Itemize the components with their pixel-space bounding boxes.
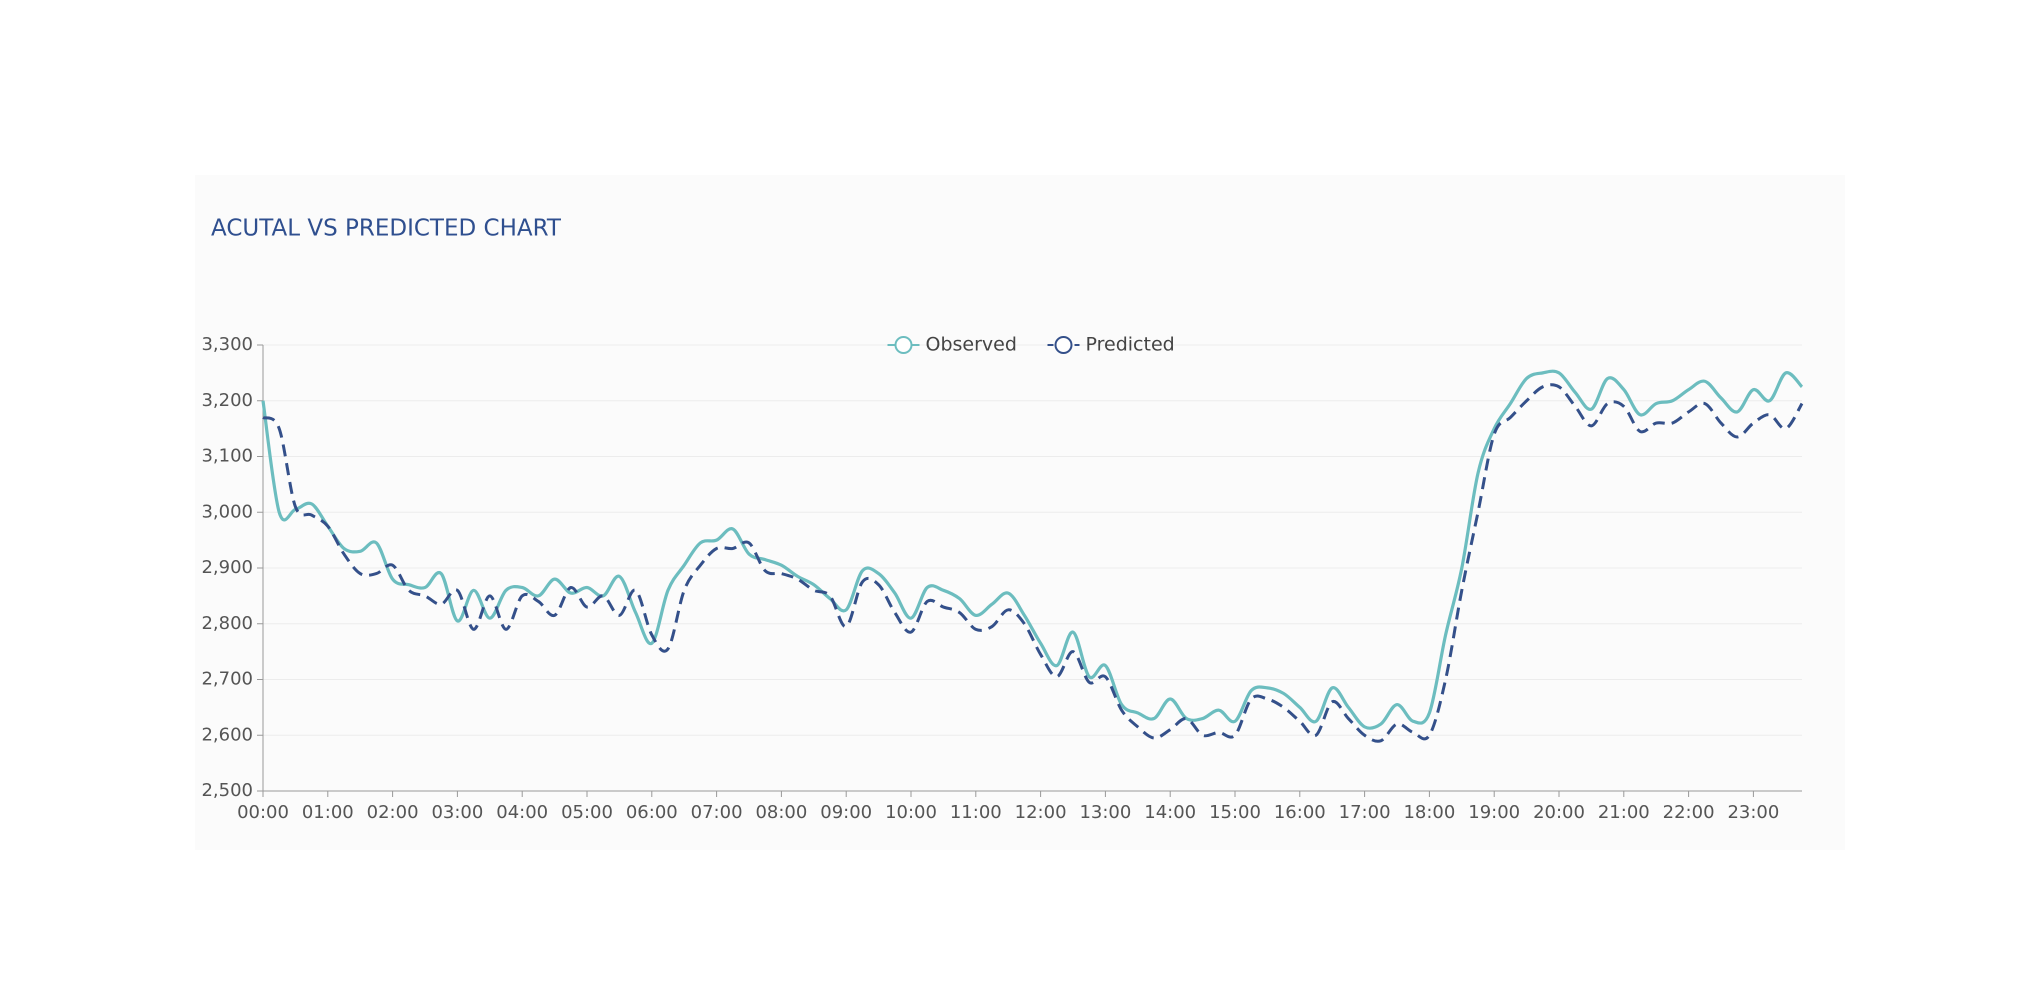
x-tick-label: 13:00 (1079, 802, 1131, 823)
x-tick-label: 09:00 (820, 802, 872, 823)
x-tick-label: 14:00 (1144, 802, 1196, 823)
x-tick-label: 04:00 (496, 802, 548, 823)
x-tick-label: 15:00 (1209, 802, 1261, 823)
legend-marker (894, 336, 913, 354)
legend-marker (1054, 336, 1073, 354)
x-tick-label: 21:00 (1598, 802, 1650, 823)
x-tick-label: 05:00 (561, 802, 613, 823)
x-tick-label: 11:00 (950, 802, 1002, 823)
legend-label: Observed (926, 334, 1017, 356)
legend-item[interactable]: Observed (887, 334, 1017, 356)
y-tick-label: 3,200 (201, 390, 253, 411)
x-tick-label: 23:00 (1727, 802, 1779, 823)
series-line (262, 383, 1804, 743)
x-tick-label: 08:00 (755, 802, 807, 823)
x-tick-label: 17:00 (1339, 802, 1391, 823)
x-tick-label: 18:00 (1403, 802, 1455, 823)
x-tick-label: 10:00 (885, 802, 937, 823)
x-tick-label: 07:00 (691, 802, 743, 823)
y-tick-label: 2,900 (201, 557, 253, 578)
x-tick-label: 20:00 (1533, 802, 1585, 823)
chart-title: ACUTAL VS PREDICTED CHART (211, 216, 562, 242)
x-tick-label: 06:00 (626, 802, 678, 823)
x-tick-label: 22:00 (1663, 802, 1715, 823)
legend-label: Predicted (1086, 334, 1175, 356)
legend-item[interactable]: Predicted (1047, 334, 1175, 356)
x-tick-label: 16:00 (1274, 802, 1326, 823)
x-tick-label: 19:00 (1468, 802, 1520, 823)
y-tick-label: 3,300 (201, 334, 253, 355)
y-tick-label: 3,100 (201, 446, 253, 467)
x-tick-label: 03:00 (431, 802, 483, 823)
y-tick-label: 2,800 (201, 613, 253, 634)
x-tick-label: 02:00 (367, 802, 419, 823)
y-tick-label: 2,700 (201, 669, 253, 690)
x-tick-label: 01:00 (302, 802, 354, 823)
y-tick-label: 3,000 (201, 501, 253, 522)
y-tick-label: 2,500 (201, 780, 253, 801)
x-tick-label: 12:00 (1015, 802, 1067, 823)
x-tick-label: 00:00 (237, 802, 289, 823)
series-line (261, 369, 1804, 730)
y-tick-label: 2,600 (201, 724, 253, 745)
